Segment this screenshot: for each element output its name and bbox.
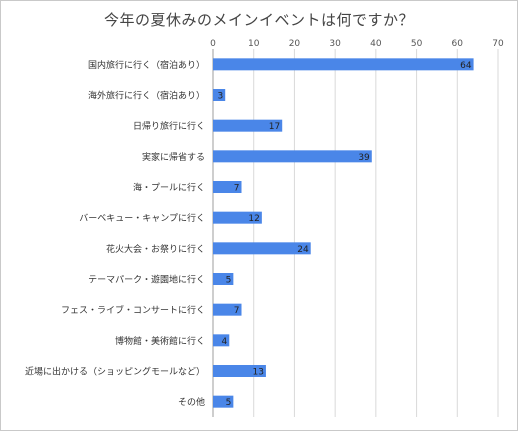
bar xyxy=(213,242,311,255)
x-tick-label: 0 xyxy=(210,39,216,49)
category-label: 実家に帰省する xyxy=(142,151,205,163)
x-tick-label: 10 xyxy=(248,39,260,49)
x-tick-label: 50 xyxy=(411,39,423,49)
category-label: 博物館・美術館に行く xyxy=(115,335,205,347)
category-label: バーベキュー・キャンプに行く xyxy=(79,212,205,224)
category-label: 海外旅行に行く（宿泊あり） xyxy=(88,90,205,102)
data-label: 3 xyxy=(217,92,223,102)
bar xyxy=(213,273,234,285)
category-label: 花火大会・お祭りに行く xyxy=(106,243,205,255)
bar xyxy=(213,119,283,132)
bar xyxy=(213,89,226,101)
data-label: 24 xyxy=(297,245,309,255)
category-label: 近場に出かける（ショッピングモールなど） xyxy=(25,366,205,378)
bar xyxy=(213,181,242,193)
category-label: 日帰り旅行に行く xyxy=(133,120,205,132)
bar xyxy=(213,211,262,224)
data-label: 17 xyxy=(269,122,280,132)
bar xyxy=(213,395,234,408)
bar xyxy=(213,334,230,347)
data-label: 4 xyxy=(222,337,228,347)
category-label: その他 xyxy=(178,396,205,408)
data-label: 7 xyxy=(234,184,240,194)
category-label: 国内旅行に行く（宿泊あり） xyxy=(88,59,205,71)
data-label: 13 xyxy=(252,368,263,378)
category-label: 海・プールに行く xyxy=(133,182,205,194)
x-tick-label: 20 xyxy=(289,39,301,49)
x-tick-label: 40 xyxy=(370,39,382,49)
bar xyxy=(213,303,242,316)
data-label: 7 xyxy=(234,306,240,316)
x-tick-label: 70 xyxy=(492,39,504,49)
chart-title: 今年の夏休みのメインイベントは何ですか？ xyxy=(103,11,414,29)
data-label: 12 xyxy=(248,214,259,224)
category-label: フェス・ライブ・コンサートに行く xyxy=(61,304,205,316)
bar xyxy=(213,58,474,71)
data-label: 64 xyxy=(460,61,472,71)
x-tick-label: 30 xyxy=(329,39,341,49)
x-tick-label: 60 xyxy=(452,39,464,49)
data-label: 5 xyxy=(226,398,232,408)
data-label: 5 xyxy=(226,276,232,286)
data-label: 39 xyxy=(358,153,370,163)
bar xyxy=(213,150,372,163)
bar xyxy=(213,365,266,377)
category-label: テーマパーク・遊園地に行く xyxy=(88,274,205,286)
